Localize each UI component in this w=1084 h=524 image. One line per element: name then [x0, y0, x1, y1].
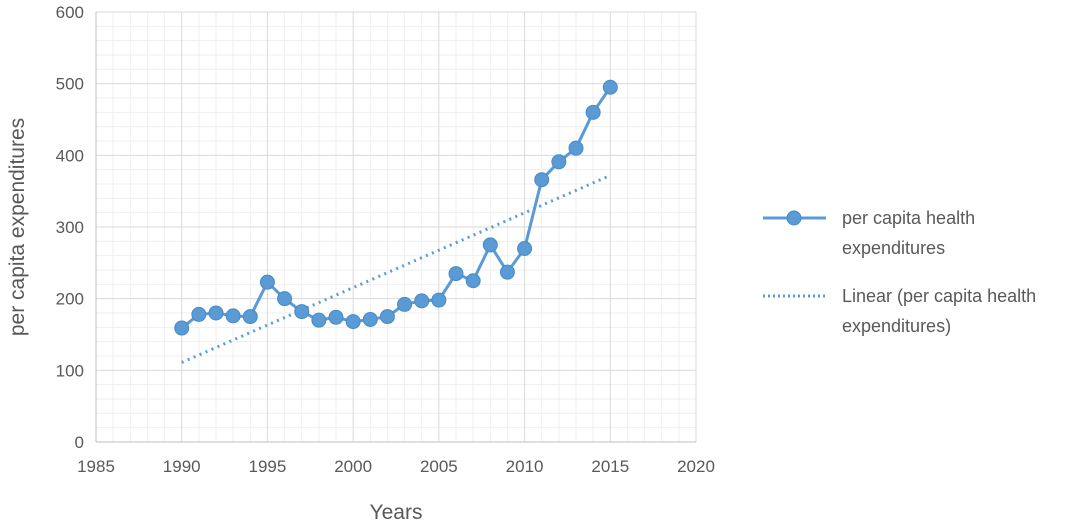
y-tick-label: 0	[75, 433, 84, 452]
x-tick-label: 2000	[334, 457, 372, 476]
data-point	[208, 305, 224, 321]
data-point	[551, 154, 567, 170]
data-point	[191, 306, 207, 322]
data-point	[431, 292, 447, 308]
legend-swatch-marker	[786, 210, 802, 226]
data-point	[397, 296, 413, 312]
legend-label-series-line2: expenditures	[842, 238, 945, 258]
y-tick-label: 400	[56, 146, 84, 165]
data-point	[345, 314, 361, 330]
data-point	[482, 237, 498, 253]
data-point	[379, 309, 395, 325]
data-point	[225, 308, 241, 324]
data-point	[414, 293, 430, 309]
x-tick-label: 2005	[420, 457, 458, 476]
data-point	[568, 140, 584, 156]
x-tick-label: 1985	[77, 457, 115, 476]
data-point	[311, 312, 327, 328]
legend-label-trendline-line1: Linear (per capita health	[842, 286, 1036, 306]
y-tick-label: 200	[56, 290, 84, 309]
chart-legend: per capita health expenditures Linear (p…	[763, 208, 1036, 336]
y-axis-title: per capita expenditures	[6, 118, 29, 336]
data-point	[499, 264, 515, 280]
data-point	[294, 304, 310, 320]
legend-label-trendline-line2: expenditures)	[842, 316, 951, 336]
series-line-health-expenditures	[180, 86, 612, 330]
chart-grid	[95, 11, 697, 443]
data-point	[602, 79, 618, 95]
trendline-linear	[181, 174, 611, 364]
chart-axes	[95, 12, 696, 443]
y-tick-label: 300	[56, 218, 84, 237]
tick-labels: 1985 1990 1995 2000 2005 2010 2015 2020 0 100 200 3…	[56, 3, 715, 476]
data-point	[517, 241, 533, 256]
data-point	[174, 320, 190, 336]
chart-series	[174, 79, 618, 364]
x-tick-label: 1990	[163, 457, 201, 476]
data-point	[585, 104, 601, 120]
data-point	[277, 291, 293, 307]
x-tick-label: 2015	[591, 457, 629, 476]
x-axis-title: Years	[370, 501, 423, 524]
data-point	[465, 273, 481, 289]
x-tick-label: 2020	[677, 457, 715, 476]
x-tick-label: 1995	[249, 457, 287, 476]
data-point	[534, 172, 550, 188]
y-tick-label: 500	[56, 75, 84, 94]
legend-label-series-line1: per capita health	[842, 208, 975, 228]
y-tick-label: 100	[56, 361, 84, 380]
data-point	[259, 274, 275, 290]
y-tick-label: 600	[56, 3, 84, 22]
data-point	[242, 309, 258, 325]
data-point	[448, 266, 464, 282]
x-tick-label: 2010	[506, 457, 544, 476]
data-point	[362, 311, 378, 327]
data-point	[328, 309, 344, 325]
